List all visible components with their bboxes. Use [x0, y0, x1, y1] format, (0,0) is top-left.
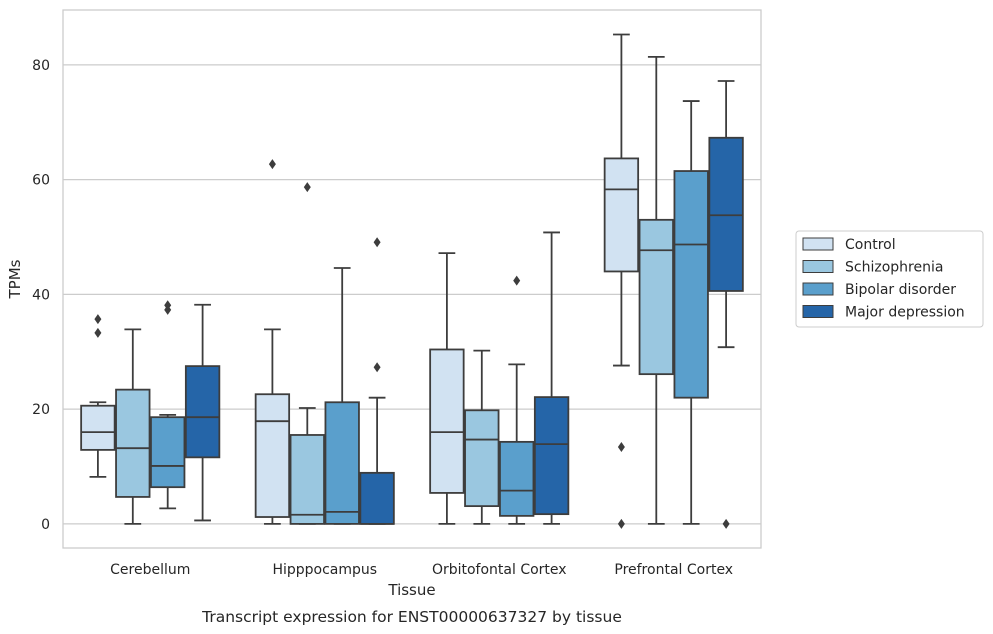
box-3-3 — [708, 80, 744, 529]
box-body — [429, 348, 465, 494]
box-body — [603, 157, 640, 273]
outlier-marker — [617, 442, 625, 453]
outlier-marker — [373, 362, 381, 373]
box-body — [638, 218, 674, 376]
box-body — [464, 409, 500, 508]
box-2-1 — [324, 267, 360, 525]
x-tick-label: Orbitofontal Cortex — [432, 562, 567, 578]
y-tick-label: 40 — [32, 287, 50, 303]
box-body — [359, 471, 395, 525]
y-tick-label: 20 — [32, 402, 50, 418]
y-tick-label: 60 — [32, 173, 50, 189]
legend-label: Control — [845, 237, 896, 253]
x-tick-labels: Cerebellum Hipppocampus Orbitofontal Corte… — [110, 562, 733, 578]
legend-frame — [795, 230, 984, 328]
box-1-0 — [115, 328, 151, 525]
box-body — [533, 396, 570, 516]
box-1-2 — [464, 349, 500, 525]
box-body — [150, 416, 186, 489]
plot-frame — [62, 9, 762, 549]
legend-swatch — [802, 282, 834, 296]
box-3-1 — [359, 237, 395, 525]
box-body — [254, 393, 291, 518]
outlier-marker — [164, 300, 172, 311]
legend-swatch — [802, 237, 834, 251]
box-body — [184, 365, 221, 459]
box-body — [115, 388, 151, 498]
x-tick-label: Hipppocampus — [272, 562, 377, 578]
legend-swatch — [802, 260, 834, 273]
outlier-marker — [513, 275, 521, 286]
y-tick-label: 0 — [41, 517, 50, 533]
legend-label: Major depression — [845, 305, 965, 321]
box-2-2 — [499, 275, 535, 525]
box-3-0 — [184, 303, 221, 522]
outlier-marker — [722, 518, 730, 529]
box-3-2 — [533, 231, 570, 525]
outlier-marker — [303, 182, 311, 193]
box-0-1 — [254, 159, 291, 525]
outlier-marker — [268, 159, 276, 170]
y-tick-labels: 0 20 40 60 80 — [32, 58, 50, 533]
chart-caption: Transcript expression for ENST0000063732… — [201, 608, 622, 626]
y-tick-label: 80 — [32, 58, 50, 74]
box-0-3 — [603, 33, 640, 529]
box-1-1 — [289, 182, 325, 525]
box-body — [324, 401, 360, 525]
y-axis-label: TPMs — [6, 259, 24, 299]
box-body — [673, 170, 709, 399]
outlier-marker — [373, 237, 381, 248]
box-1-3 — [638, 55, 674, 525]
legend-label: Schizophrenia — [845, 260, 943, 276]
legend-label: Bipolar disorder — [845, 282, 956, 298]
x-tick-label: Prefrontal Cortex — [614, 562, 733, 578]
legend-swatch — [802, 305, 834, 318]
box-2-3 — [673, 100, 709, 525]
outlier-marker — [94, 327, 102, 338]
box-0-0 — [80, 314, 116, 478]
box-body — [499, 440, 535, 517]
box-body — [80, 404, 116, 451]
box-body — [289, 434, 325, 525]
boxes-layer — [80, 33, 744, 529]
box-0-2 — [429, 252, 465, 525]
x-tick-label: Cerebellum — [110, 562, 190, 578]
x-axis-label: Tissue — [387, 581, 435, 599]
outlier-marker — [94, 314, 102, 325]
outlier-marker — [617, 518, 625, 529]
box-2-0 — [150, 300, 186, 510]
legend: Control Schizophrenia Bipolar disorder Majo… — [795, 230, 984, 328]
